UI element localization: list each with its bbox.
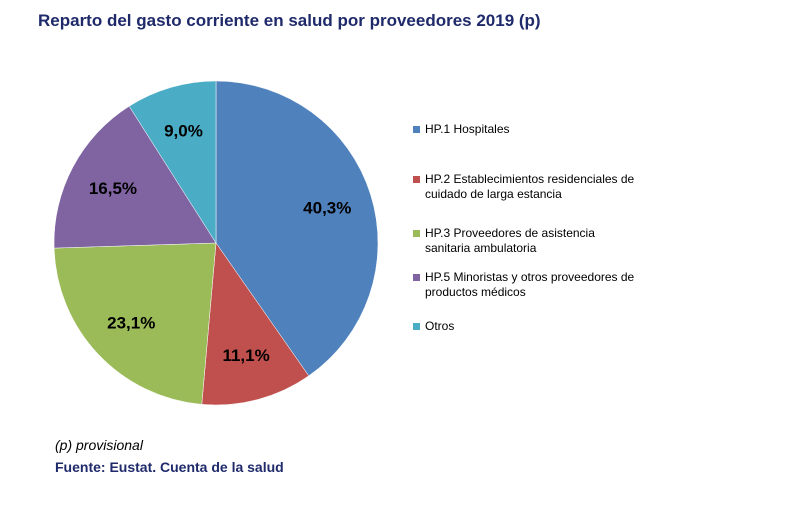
legend-label-residenciales: HP.2 Establecimientos residenciales de c… bbox=[425, 172, 635, 201]
legend-swatch-residenciales bbox=[413, 176, 420, 183]
pie-slice-residenciales bbox=[201, 242, 310, 406]
pie-slice-hospitales bbox=[215, 80, 379, 377]
slice-label-otros: 9,0% bbox=[164, 121, 203, 140]
legend-item-otros: Otros bbox=[413, 319, 640, 334]
legend-swatch-ambulatoria bbox=[413, 230, 420, 237]
slice-label-minoristas: 16,5% bbox=[89, 179, 137, 198]
legend-item-ambulatoria: HP.3 Proveedores de asistencia sanitaria… bbox=[413, 226, 640, 256]
legend-item-hospitales: HP.1 Hospitales bbox=[413, 122, 640, 137]
slice-label-ambulatoria: 23,1% bbox=[107, 314, 155, 333]
slice-label-residenciales: 11,1% bbox=[222, 346, 269, 365]
slice-label-hospitales: 40,3% bbox=[303, 199, 351, 218]
legend-label-otros: Otros bbox=[425, 319, 455, 333]
pie-slice-minoristas bbox=[53, 105, 217, 249]
legend-swatch-hospitales bbox=[413, 126, 420, 133]
legend-swatch-minoristas bbox=[413, 274, 420, 281]
legend-label-minoristas: HP.5 Minoristas y otros proveedores de p… bbox=[425, 270, 635, 299]
source-note: Fuente: Eustat. Cuenta de la salud bbox=[55, 459, 284, 475]
legend-label-ambulatoria: HP.3 Proveedores de asistencia sanitaria… bbox=[425, 226, 595, 255]
legend-label-hospitales: HP.1 Hospitales bbox=[425, 122, 510, 136]
pie-slice-otros bbox=[128, 80, 217, 244]
pie-slice-ambulatoria bbox=[53, 242, 217, 405]
legend-item-minoristas: HP.5 Minoristas y otros proveedores de p… bbox=[413, 270, 640, 300]
legend-swatch-otros bbox=[413, 323, 420, 330]
provisional-note: (p) provisional bbox=[55, 437, 143, 453]
chart-title: Reparto del gasto corriente en salud por… bbox=[38, 11, 541, 30]
legend-item-residenciales: HP.2 Establecimientos residenciales de c… bbox=[413, 172, 640, 202]
